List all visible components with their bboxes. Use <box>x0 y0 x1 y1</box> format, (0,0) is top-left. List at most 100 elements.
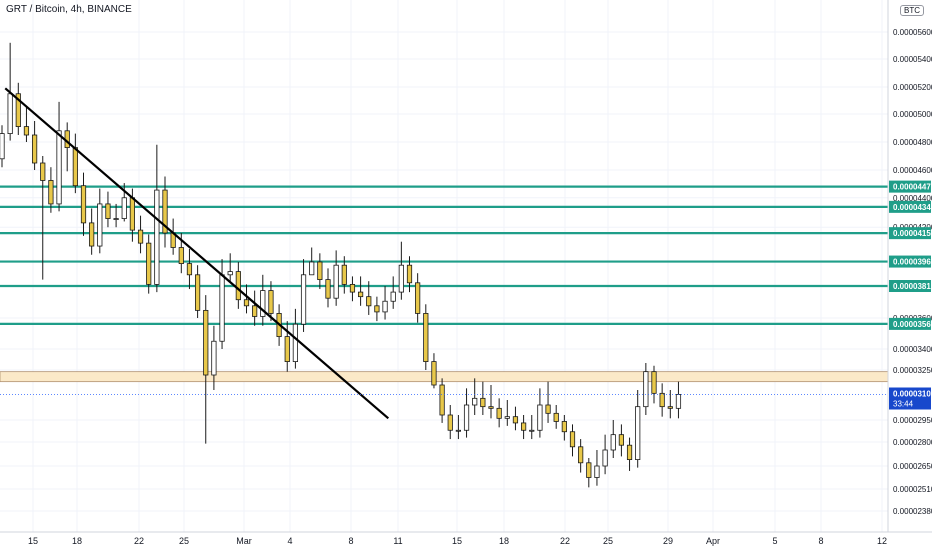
candle <box>48 167 54 213</box>
candle <box>602 434 608 475</box>
candle <box>357 276 364 306</box>
candle <box>317 253 323 290</box>
y-tick-label: 0.00005400 <box>893 55 932 64</box>
candle <box>186 248 193 290</box>
y-tick-label: 0.00005200 <box>893 83 932 92</box>
price-axis[interactable]: 0.00005600 0.00005400 0.00005200 0.00005000… <box>887 0 932 532</box>
candle-body <box>496 407 502 419</box>
candle <box>610 420 616 458</box>
candle <box>455 415 462 440</box>
x-tick-label: 8 <box>818 536 823 546</box>
candle <box>366 281 372 315</box>
candle-body <box>415 282 421 314</box>
candle <box>643 363 649 415</box>
candle-body <box>651 371 657 394</box>
candle-body <box>268 290 274 314</box>
candle-body <box>512 416 519 424</box>
candle <box>423 304 429 370</box>
candle-body <box>390 291 396 302</box>
y-tick-label: 0.00005000 <box>893 110 932 119</box>
x-tick-label: 4 <box>287 536 292 546</box>
candle-body <box>105 203 111 219</box>
candle <box>431 353 437 389</box>
candle-body <box>80 185 87 224</box>
candle <box>569 424 576 457</box>
y-tick-label: 0.00002800 <box>893 438 932 447</box>
candle-body <box>455 429 462 432</box>
candle <box>390 276 396 309</box>
candle-body <box>121 197 127 219</box>
candle-body <box>537 404 543 431</box>
candle-body <box>97 203 103 247</box>
candle-body <box>15 93 21 127</box>
candle <box>667 390 673 419</box>
candle <box>651 365 657 404</box>
x-tick-label: 8 <box>348 536 353 546</box>
candle-body <box>309 261 315 276</box>
candle-body <box>553 412 559 422</box>
candle <box>578 439 584 473</box>
candle <box>64 122 70 172</box>
candle-body <box>227 271 233 276</box>
y-tick-label: 0.00003250 <box>893 366 932 375</box>
candle-body <box>292 323 299 363</box>
x-tick-label: 25 <box>179 536 189 546</box>
level-price-tag <box>889 280 931 292</box>
candle <box>268 281 274 322</box>
x-tick-label: 29 <box>663 536 673 546</box>
candle <box>40 156 46 280</box>
candle-body <box>72 147 78 187</box>
candle <box>447 405 453 440</box>
candle-body <box>521 422 527 431</box>
candle <box>0 125 5 168</box>
level-price-tag <box>889 180 931 193</box>
candle-body <box>48 180 54 205</box>
candle-body <box>602 449 608 467</box>
y-tick-label: 0.00002380 <box>893 507 932 516</box>
candle <box>56 101 62 212</box>
candles <box>0 42 682 488</box>
currency-badge[interactable]: BTC <box>900 5 924 16</box>
candle-body <box>357 291 364 298</box>
y-tick-label: 0.00003400 <box>893 345 932 354</box>
candle <box>105 191 111 228</box>
candle <box>398 241 404 300</box>
candle-body <box>439 384 445 416</box>
candle-body <box>40 162 46 181</box>
current-price-tag <box>889 387 931 410</box>
candle <box>545 381 551 423</box>
current-price-label: 0.00003103 <box>893 390 932 399</box>
candle-body <box>317 261 323 281</box>
level-price-tag <box>889 200 931 213</box>
candle <box>211 325 217 390</box>
candle-body <box>194 274 201 311</box>
horizontal-levels <box>0 185 888 325</box>
x-tick-label: 15 <box>28 536 38 546</box>
candle <box>333 250 339 306</box>
time-axis[interactable]: 15 18 22 25 Mar 4 8 11 15 18 22 25 29 Apr 5 8 12 <box>0 531 932 546</box>
support-zone-rect[interactable] <box>0 371 889 383</box>
candle <box>162 176 168 248</box>
x-tick-label: Mar <box>236 536 252 546</box>
candle-body <box>300 274 307 325</box>
candle <box>146 234 152 294</box>
candle-body <box>561 421 567 433</box>
candle-body <box>610 434 616 451</box>
candle-body <box>675 394 682 409</box>
candle <box>227 253 233 282</box>
candle <box>488 385 494 419</box>
candle-body <box>113 218 119 220</box>
support-zone <box>0 371 889 383</box>
candle <box>521 415 527 440</box>
candle-body <box>146 242 152 285</box>
candle <box>635 390 641 468</box>
level-price-label: 0.00003963 <box>893 258 932 267</box>
candle-body <box>594 465 600 478</box>
candle <box>374 296 380 322</box>
trendline[interactable] <box>4 87 390 420</box>
candle <box>626 437 633 471</box>
level-price-label: 0.00003562 <box>893 320 932 329</box>
x-tick-label: 25 <box>603 536 613 546</box>
